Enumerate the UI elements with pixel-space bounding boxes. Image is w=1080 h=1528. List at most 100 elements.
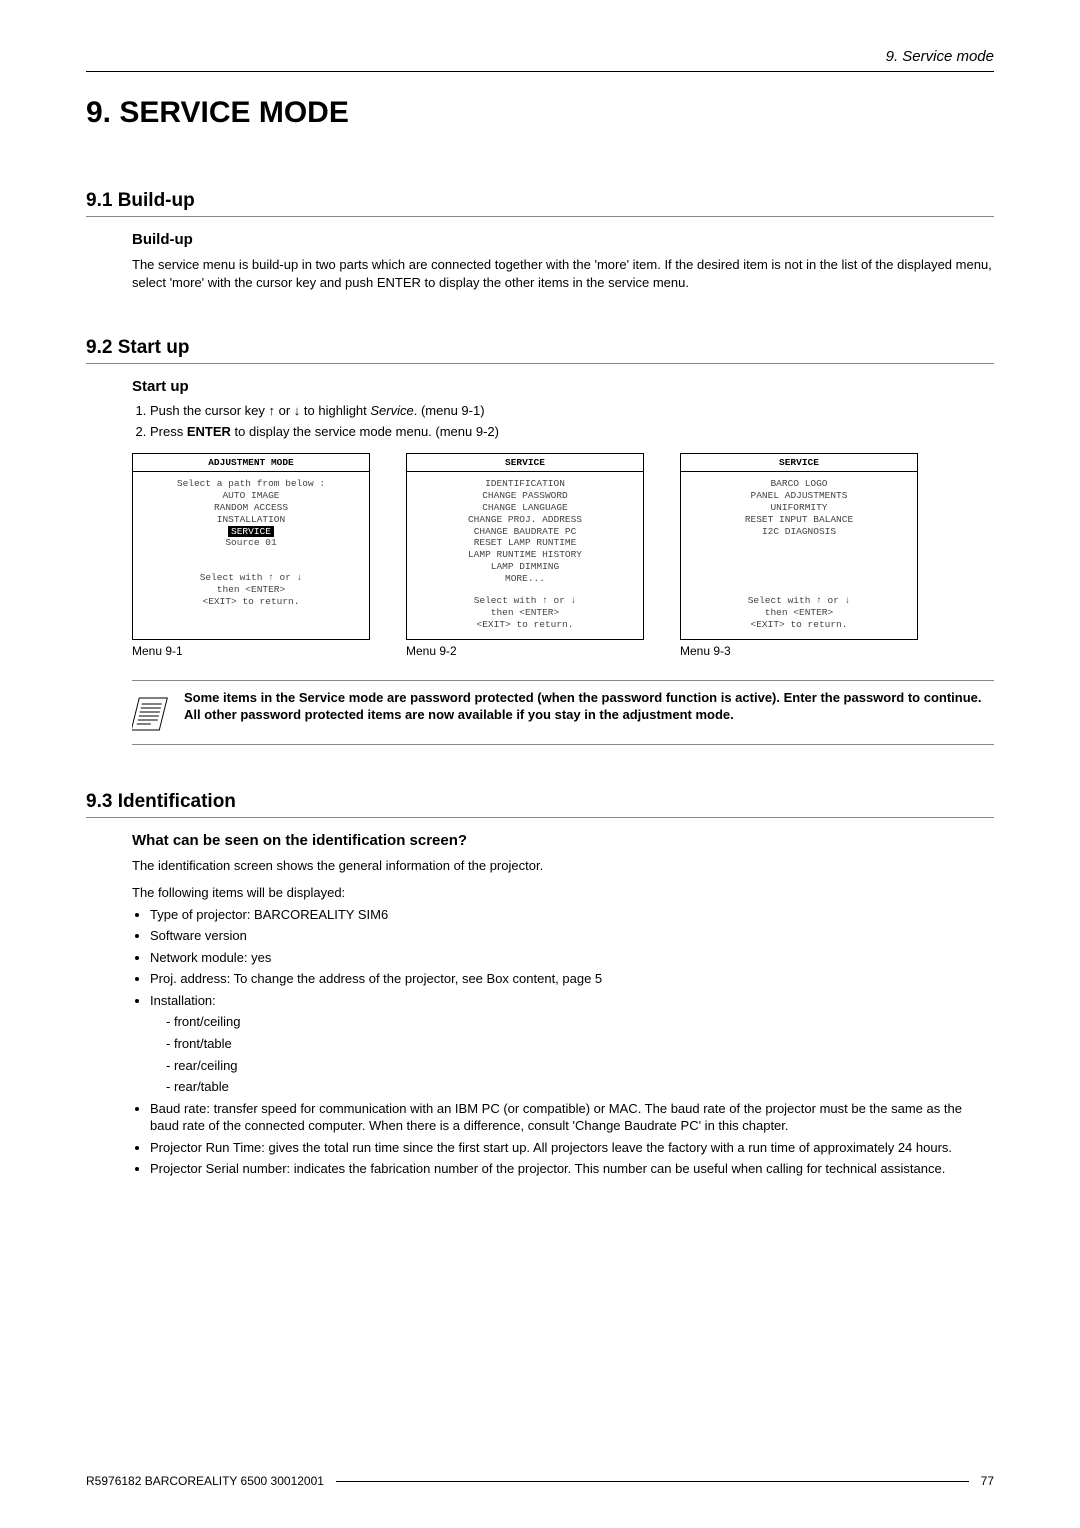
section-rule <box>86 363 994 364</box>
identification-p2: The following items will be displayed: <box>132 884 994 902</box>
menu-footer: Select with ↑ or ↓ then <ENTER> <EXIT> t… <box>407 595 643 639</box>
menu-line: RESET LAMP RUNTIME <box>415 537 635 549</box>
buildup-subhead: Build-up <box>132 231 994 248</box>
installation-sublist: front/ceiling front/table rear/ceiling r… <box>150 1013 994 1095</box>
page-footer: R5976182 BARCOREALITY 6500 30012001 77 <box>86 1474 994 1488</box>
note-icon <box>132 689 174 736</box>
menu-captions: Menu 9-1 Menu 9-2 Menu 9-3 <box>132 644 994 658</box>
menu-foot-line: then <ENTER> <box>141 584 361 596</box>
spacer <box>86 301 994 337</box>
menu-line <box>689 573 909 585</box>
menu-title: ADJUSTMENT MODE <box>133 454 369 472</box>
menu-line: BARCO LOGO <box>689 478 909 490</box>
step2-a: Press <box>150 424 187 439</box>
list-item: Network module: yes <box>150 949 994 967</box>
menu-caption-1: Menu 9-1 <box>132 644 370 658</box>
menu-line: LAMP DIMMING <box>415 561 635 573</box>
menu-body: BARCO LOGO PANEL ADJUSTMENTS UNIFORMITY … <box>681 472 917 595</box>
menu-line <box>689 561 909 573</box>
step1-a: Push the cursor key ↑ or ↓ to highlight <box>150 403 370 418</box>
step-2: Press ENTER to display the service mode … <box>150 424 994 439</box>
section-9-2-body: Start up Push the cursor key ↑ or ↓ to h… <box>132 378 994 745</box>
note-block: Some items in the Service mode are passw… <box>132 680 994 745</box>
identification-p1: The identification screen shows the gene… <box>132 857 994 875</box>
menu-line: RANDOM ACCESS <box>141 502 361 514</box>
menus-row: ADJUSTMENT MODE Select a path from below… <box>132 453 994 640</box>
menu-body: IDENTIFICATION CHANGE PASSWORD CHANGE LA… <box>407 472 643 595</box>
running-header: 9. Service mode <box>86 48 994 65</box>
menu-foot-line: Select with ↑ or ↓ <box>415 595 635 607</box>
list-item: rear/table <box>166 1078 994 1096</box>
list-item: Software version <box>150 927 994 945</box>
menu-line: CHANGE PASSWORD <box>415 490 635 502</box>
footer-left: R5976182 BARCOREALITY 6500 30012001 <box>86 1474 330 1488</box>
menu-line: INSTALLATION <box>141 514 361 526</box>
menu-line: CHANGE BAUDRATE PC <box>415 526 635 538</box>
menu-line: SERVICE <box>141 526 361 538</box>
menu-9-1: ADJUSTMENT MODE Select a path from below… <box>132 453 370 640</box>
list-item: Baud rate: transfer speed for communicat… <box>150 1100 994 1135</box>
identification-list: Type of projector: BARCOREALITY SIM6 Sof… <box>132 906 994 1178</box>
menu-title: SERVICE <box>681 454 917 472</box>
list-item-label: Installation: <box>150 993 216 1008</box>
menu-caption-3: Menu 9-3 <box>680 644 918 658</box>
menu-line: Select a path from below : <box>141 478 361 490</box>
menu-foot-line: <EXIT> to return. <box>689 619 909 631</box>
menu-body: Select a path from below : AUTO IMAGE RA… <box>133 472 369 572</box>
startup-subhead: Start up <box>132 378 994 395</box>
section-9-2-heading: 9.2 Start up <box>86 337 994 359</box>
list-item: Projector Run Time: gives the total run … <box>150 1139 994 1157</box>
menu-line: PANEL ADJUSTMENTS <box>689 490 909 502</box>
menu-line: RESET INPUT BALANCE <box>689 514 909 526</box>
menu-highlight: SERVICE <box>228 526 274 537</box>
menu-line: I2C DIAGNOSIS <box>689 526 909 538</box>
menu-line: MORE... <box>415 573 635 585</box>
menu-line: IDENTIFICATION <box>415 478 635 490</box>
menu-foot-line: <EXIT> to return. <box>141 596 361 608</box>
menu-line: UNIFORMITY <box>689 502 909 514</box>
list-item: Proj. address: To change the address of … <box>150 970 994 988</box>
menu-line: Source 01 <box>141 537 361 549</box>
menu-foot-line: <EXIT> to return. <box>415 619 635 631</box>
list-item: front/ceiling <box>166 1013 994 1031</box>
page: 9. Service mode 9. SERVICE MODE 9.1 Buil… <box>0 0 1080 1528</box>
step1-b: Service <box>370 403 413 418</box>
step2-b: ENTER <box>187 424 231 439</box>
list-item: Projector Serial number: indicates the f… <box>150 1160 994 1178</box>
menu-9-2: SERVICE IDENTIFICATION CHANGE PASSWORD C… <box>406 453 644 640</box>
section-9-1-body: Build-up The service menu is build-up in… <box>132 231 994 291</box>
menu-foot-line: then <ENTER> <box>415 607 635 619</box>
menu-footer: Select with ↑ or ↓ then <ENTER> <EXIT> t… <box>681 595 917 639</box>
menu-foot-line: Select with ↑ or ↓ <box>141 572 361 584</box>
section-rule <box>86 216 994 217</box>
menu-footer: Select with ↑ or ↓ then <ENTER> <EXIT> t… <box>133 572 369 616</box>
menu-line: CHANGE LANGUAGE <box>415 502 635 514</box>
chapter-title: 9. SERVICE MODE <box>86 96 994 130</box>
step2-c: to display the service mode menu. (menu … <box>231 424 499 439</box>
menu-line: LAMP RUNTIME HISTORY <box>415 549 635 561</box>
footer-rule <box>336 1481 969 1482</box>
identification-subhead: What can be seen on the identification s… <box>132 832 994 849</box>
list-item: Type of projector: BARCOREALITY SIM6 <box>150 906 994 924</box>
menu-line: CHANGE PROJ. ADDRESS <box>415 514 635 526</box>
list-item: front/table <box>166 1035 994 1053</box>
section-9-1-heading: 9.1 Build-up <box>86 190 994 212</box>
menu-line <box>689 549 909 561</box>
buildup-text: The service menu is build-up in two part… <box>132 256 994 291</box>
note-text: Some items in the Service mode are passw… <box>184 689 994 724</box>
section-rule <box>86 817 994 818</box>
menu-foot-line: Select with ↑ or ↓ <box>689 595 909 607</box>
menu-foot-line: then <ENTER> <box>689 607 909 619</box>
menu-title: SERVICE <box>407 454 643 472</box>
header-rule <box>86 71 994 72</box>
list-item: Installation: front/ceiling front/table … <box>150 992 994 1096</box>
menu-caption-2: Menu 9-2 <box>406 644 644 658</box>
step1-c: . (menu 9-1) <box>414 403 485 418</box>
list-item: rear/ceiling <box>166 1057 994 1075</box>
step-1: Push the cursor key ↑ or ↓ to highlight … <box>150 403 994 418</box>
menu-line: AUTO IMAGE <box>141 490 361 502</box>
menu-9-3: SERVICE BARCO LOGO PANEL ADJUSTMENTS UNI… <box>680 453 918 640</box>
startup-steps: Push the cursor key ↑ or ↓ to highlight … <box>132 403 994 439</box>
footer-line: R5976182 BARCOREALITY 6500 30012001 77 <box>86 1474 994 1488</box>
section-9-3-body: What can be seen on the identification s… <box>132 832 994 1178</box>
